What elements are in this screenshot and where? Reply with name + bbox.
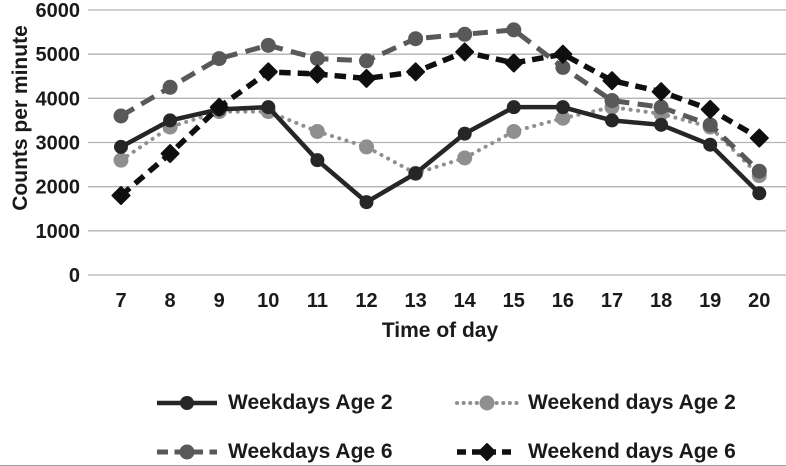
x-tick-label: 15 (503, 290, 525, 312)
y-tick-label: 5000 (36, 44, 81, 66)
x-tick-label: 11 (307, 290, 328, 312)
x-tick-label: 7 (115, 290, 126, 312)
legend-label: Weekdays Age 6 (228, 440, 393, 463)
y-tick-label: 1000 (36, 221, 81, 243)
y-tick-label: 4000 (36, 88, 81, 110)
y-tick-label: 6000 (36, 0, 81, 22)
y-tick-label: 0 (69, 265, 80, 287)
y-axis-title: Counts per minute (9, 25, 32, 211)
legend-item-weekdays-age-6: Weekdays Age 6 (155, 440, 393, 463)
x-tick-label: 14 (454, 290, 477, 312)
x-tick-label: 12 (355, 290, 377, 312)
legend-label: Weekend days Age 2 (528, 391, 736, 414)
dashed-gray-line-circle-marker-icon (157, 444, 217, 460)
legend-item-weekend-days-age-6: Weekend days Age 6 (455, 440, 736, 463)
x-tick-label: 19 (699, 290, 721, 312)
legend-label: Weekend days Age 6 (528, 440, 736, 463)
x-tick-label: 20 (748, 290, 770, 312)
y-tick-label: 2000 (36, 177, 81, 199)
solid-line-circle-marker-icon (157, 396, 217, 410)
dashed-black-line-diamond-marker-icon (457, 443, 517, 461)
x-tick-label: 17 (601, 290, 623, 312)
series-weekdays-age-2 (114, 100, 767, 210)
x-tick-label: 8 (165, 290, 176, 312)
x-tick-label: 10 (257, 290, 279, 312)
y-tick-label: 3000 (36, 133, 81, 155)
legend-item-weekdays-age-2: Weekdays Age 2 (155, 391, 393, 414)
dotted-line-circle-marker-icon (455, 395, 519, 411)
legend-label: Weekdays Age 2 (228, 391, 393, 414)
x-tick-label: 18 (650, 290, 672, 312)
x-axis-title: Time of day (381, 319, 499, 342)
series-weekend-days-age-6 (111, 42, 769, 205)
series-weekdays-age-6 (113, 22, 767, 179)
x-tick-label: 9 (214, 290, 225, 312)
x-tick-label: 13 (404, 290, 426, 312)
x-tick-label: 16 (552, 290, 574, 312)
legend-item-weekend-days-age-2: Weekend days Age 2 (455, 391, 736, 414)
